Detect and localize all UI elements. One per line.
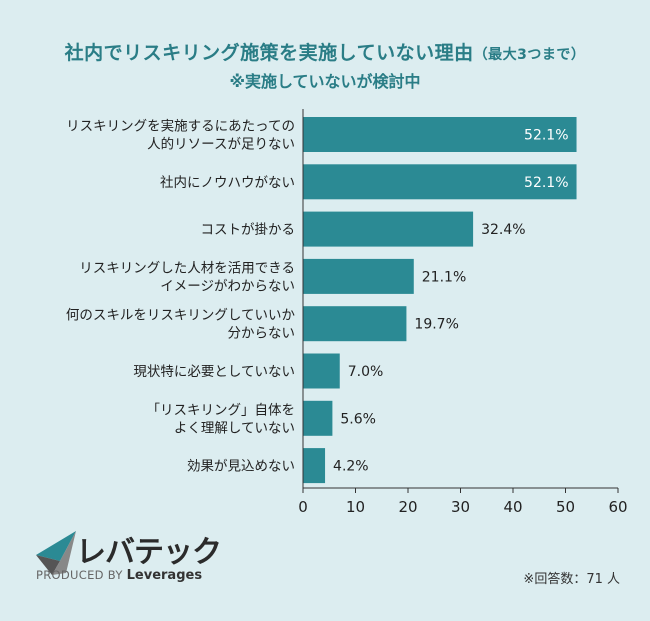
x-tick-label-1: 10	[346, 498, 365, 516]
x-tick-label-5: 50	[556, 498, 575, 516]
leverages-logo-icon	[36, 531, 76, 575]
category-label-1: 社内にノウハウがない	[160, 175, 295, 191]
chart-subtitle: ※実施していないが検討中	[229, 72, 421, 91]
x-tick-label-2: 20	[398, 498, 417, 516]
produced-by: PRODUCED BY Leverages	[36, 568, 202, 583]
category-label-4: 何のスキルをリスキリングしていいか分からない	[66, 308, 296, 342]
logo-text: レバテック	[76, 535, 222, 570]
x-tick-label-3: 30	[451, 498, 470, 516]
category-label-3: リスキリングした人材を活用できるイメージがわからない	[79, 260, 295, 294]
category-label-0: リスキリングを実施するにあたっての人的リソースが足りない	[66, 119, 295, 153]
x-tick-label-4: 40	[503, 498, 522, 516]
bar-value-label-4: 19.7%	[414, 317, 458, 333]
bar-value-label-7: 4.2%	[333, 459, 369, 475]
chart-title-main: 社内でリスキリング施策を実施していない理由	[64, 42, 474, 64]
bar-value-label-2: 32.4%	[481, 222, 525, 238]
bar-3	[303, 258, 414, 294]
chart-title: 社内でリスキリング施策を実施していない理由（最大3つまで）	[0, 38, 650, 65]
bar-5	[303, 353, 340, 389]
bar-value-label-1: 52.1%	[524, 175, 568, 191]
category-label-2: コストが掛かる	[201, 222, 296, 238]
bar-4	[303, 306, 407, 342]
bar-value-label-0: 52.1%	[524, 128, 568, 144]
category-label-6: 「リスキリング」自体をよく理解していない	[147, 402, 296, 436]
bar-0	[303, 117, 577, 152]
response-count-note: ※回答数：71 人	[523, 572, 620, 587]
x-tick-label-6: 60	[608, 498, 627, 516]
bar-6	[303, 400, 333, 436]
x-tick-label-0: 0	[298, 498, 308, 516]
category-label-5: 現状特に必要としていない	[133, 364, 295, 380]
bar-value-label-3: 21.1%	[422, 269, 466, 285]
chart-title-suffix: （最大3つまで）	[473, 47, 586, 63]
bar-value-label-5: 7.0%	[348, 364, 384, 380]
bar-value-label-6: 5.6%	[340, 411, 376, 427]
produced-by-label: PRODUCED BY	[36, 568, 123, 582]
bar-1	[303, 164, 577, 200]
category-label-7: 効果が見込めない	[187, 459, 295, 475]
bar-2	[303, 211, 474, 247]
brand-name: Leverages	[126, 568, 203, 583]
bar-7	[303, 448, 326, 484]
